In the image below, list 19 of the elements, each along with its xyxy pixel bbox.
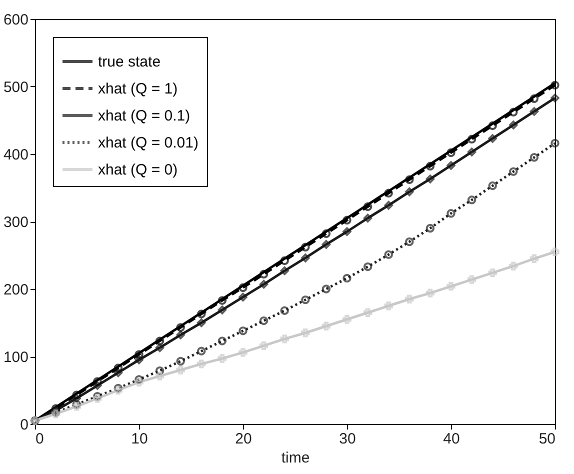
legend-label: true state [98,54,161,70]
y-tick-label: 500 [3,79,28,96]
y-tick-label: 0 [20,416,28,434]
x-tick-label: 30 [339,430,356,448]
x-tick-label: 50 [538,430,556,448]
y-tick-label: 400 [3,146,28,164]
legend-label: xhat (Q = 1) [98,80,178,98]
x-tick-label: 40 [443,430,460,448]
legend-label: xhat (Q = 0) [98,162,178,178]
x-axis-title: time [281,450,310,466]
x-tick-label: 10 [131,430,148,448]
y-tick-label: 100 [3,349,28,366]
x-tick-label: 20 [235,430,252,448]
y-tick-label: 200 [3,282,28,298]
legend-label: xhat (Q = 0.1) [98,108,190,124]
y-tick-label: 600 [3,12,28,28]
x-tick-label: 0 [36,430,44,448]
legend-label: xhat (Q = 0.01) [98,134,198,152]
y-tick-label: 300 [3,214,28,231]
